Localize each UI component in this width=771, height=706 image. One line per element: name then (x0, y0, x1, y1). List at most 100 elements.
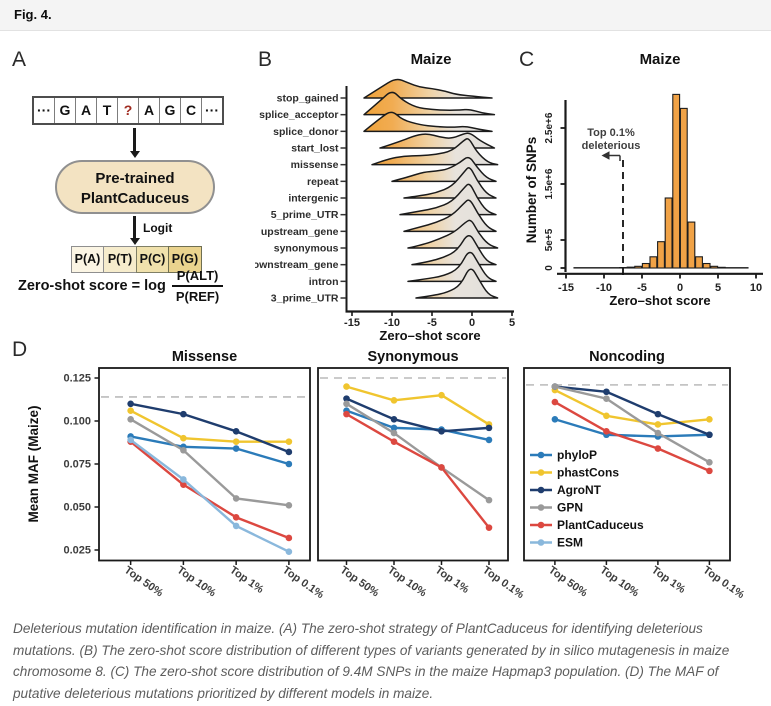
sequence-cell: T (96, 98, 117, 123)
b-category-label: downstream_gene (255, 259, 339, 271)
hist-bar (664, 197, 673, 269)
point-ESM (180, 476, 187, 483)
panel-border-Noncoding (523, 367, 731, 562)
point-phastCons (285, 438, 293, 445)
hist-bar (710, 265, 719, 269)
legend-label-phyloP: phyloP (557, 448, 597, 462)
series-AgroNT-Missense (130, 402, 290, 454)
panel-border-Synonymous (317, 367, 509, 562)
c-y-tick-label: 5e+5 (544, 228, 555, 251)
point-AgroNT (343, 395, 350, 402)
point-AgroNT (603, 388, 610, 396)
d-x-tick-label: Top 0.1% (280, 564, 326, 601)
hist-bar (657, 241, 665, 269)
c-x-tick-label: 5 (715, 282, 721, 294)
point-PlantCaduceus (343, 410, 350, 418)
point-GPN (343, 400, 350, 408)
point-phastCons (654, 421, 662, 428)
series-AgroNT-Synonymous (346, 397, 490, 433)
d-y-tick-label: 0.025 (63, 545, 91, 557)
point-AgroNT (706, 431, 713, 439)
legend-dot-AgroNT (537, 486, 545, 494)
point-phyloP (285, 460, 293, 468)
point-AgroNT (180, 410, 187, 418)
point-AgroNT (127, 400, 134, 408)
legend-dot-ESM (537, 539, 545, 546)
formula-denominator: P(REF) (171, 285, 224, 304)
point-AgroNT (654, 410, 662, 418)
prob-cell: P(G) (168, 246, 202, 273)
d-subplot-title: Missense (172, 349, 237, 365)
maf-line-charts: Mean MAF (Maize) 0.125 0.100 0.075 0.050 0.02… (26, 349, 747, 601)
b-category-label: intron (309, 276, 339, 288)
formula-numerator: P(ALT) (176, 268, 219, 283)
sequence-cell-masked: ? (117, 98, 138, 123)
d-y-tick-label: 0.050 (63, 502, 91, 514)
b-category-label: upstream_gene (261, 226, 339, 238)
point-PlantCaduceus (285, 534, 293, 542)
down-arrow-icon (133, 216, 136, 239)
point-GPN (603, 395, 610, 402)
hist-bar (626, 266, 635, 269)
legend-label-phastCons: phastCons (557, 466, 619, 480)
hist-bar (672, 93, 681, 269)
sequence-cell: ··· (201, 98, 222, 123)
point-PlantCaduceus (551, 398, 559, 406)
prob-cell: P(C) (135, 246, 170, 273)
hist-bar (649, 256, 658, 269)
legend-label-ESM: ESM (557, 536, 583, 550)
b-category-label: start_lost (291, 143, 339, 155)
point-AgroNT (438, 428, 445, 435)
point-phastCons (127, 407, 134, 414)
ridge-3_prime_UTR (415, 268, 499, 299)
down-arrow-icon (133, 128, 136, 152)
point-AgroNT (285, 448, 293, 456)
point-GPN (485, 496, 493, 504)
c-x-tick-label: 10 (750, 282, 762, 294)
ridge-splice_acceptor (363, 91, 496, 116)
series-phastCons-Missense (130, 409, 289, 443)
series-PlantCaduceus-Synonymous (345, 413, 490, 529)
legend-label-AgroNT: AgroNT (557, 483, 602, 497)
b-category-label: splice_donor (273, 126, 338, 138)
d-y-axis-title: Mean MAF (Maize) (26, 405, 41, 522)
point-GPN (551, 383, 559, 390)
d-y-tick-label: 0.075 (63, 459, 91, 471)
hist-bar (641, 262, 650, 269)
series-phastCons-Noncoding (554, 388, 710, 426)
c-y-tick-label: 0 (544, 265, 555, 271)
point-phastCons (180, 434, 187, 442)
point-GPN (285, 501, 293, 509)
figure-title: Fig. 4. (14, 7, 52, 22)
d-x-tick-label: Top 0.1% (480, 564, 526, 601)
b-title: Maize (411, 51, 452, 68)
b-x-tick-label: 0 (469, 317, 475, 329)
hist-bar (717, 266, 726, 269)
sequence-cell: ··· (37, 102, 51, 118)
figure-caption: Deleterious mutation identification in m… (13, 621, 730, 701)
point-ESM (127, 436, 134, 444)
point-GPN (390, 429, 398, 437)
point-PlantCaduceus (706, 467, 713, 475)
dna-sequence: ··· G A T ? A G C ··· (32, 96, 224, 125)
b-x-axis-title: Zero–shot score (379, 328, 480, 343)
d-x-tick-label: Top 1% (227, 564, 265, 596)
point-phastCons (438, 391, 445, 399)
ridge-splice_donor (363, 111, 493, 133)
point-PlantCaduceus (438, 464, 445, 471)
series-PlantCaduceus-Missense (129, 440, 290, 540)
panel-b-label: B (258, 48, 273, 71)
point-GPN (232, 495, 240, 502)
b-category-label: missense (291, 159, 339, 171)
c-y-tick-label: 1.5e+6 (544, 168, 555, 199)
series-phyloP-Noncoding (554, 418, 710, 438)
b-x-tick-label: -5 (427, 317, 437, 329)
hist-bar (702, 262, 711, 269)
c-x-tick-label: 0 (677, 282, 683, 294)
point-AgroNT (390, 415, 398, 423)
c-x-tick-label: -5 (637, 282, 647, 294)
b-x-tick-label: -15 (344, 317, 360, 329)
c-threshold-label: deleterious (582, 140, 641, 152)
point-phyloP (232, 445, 240, 452)
